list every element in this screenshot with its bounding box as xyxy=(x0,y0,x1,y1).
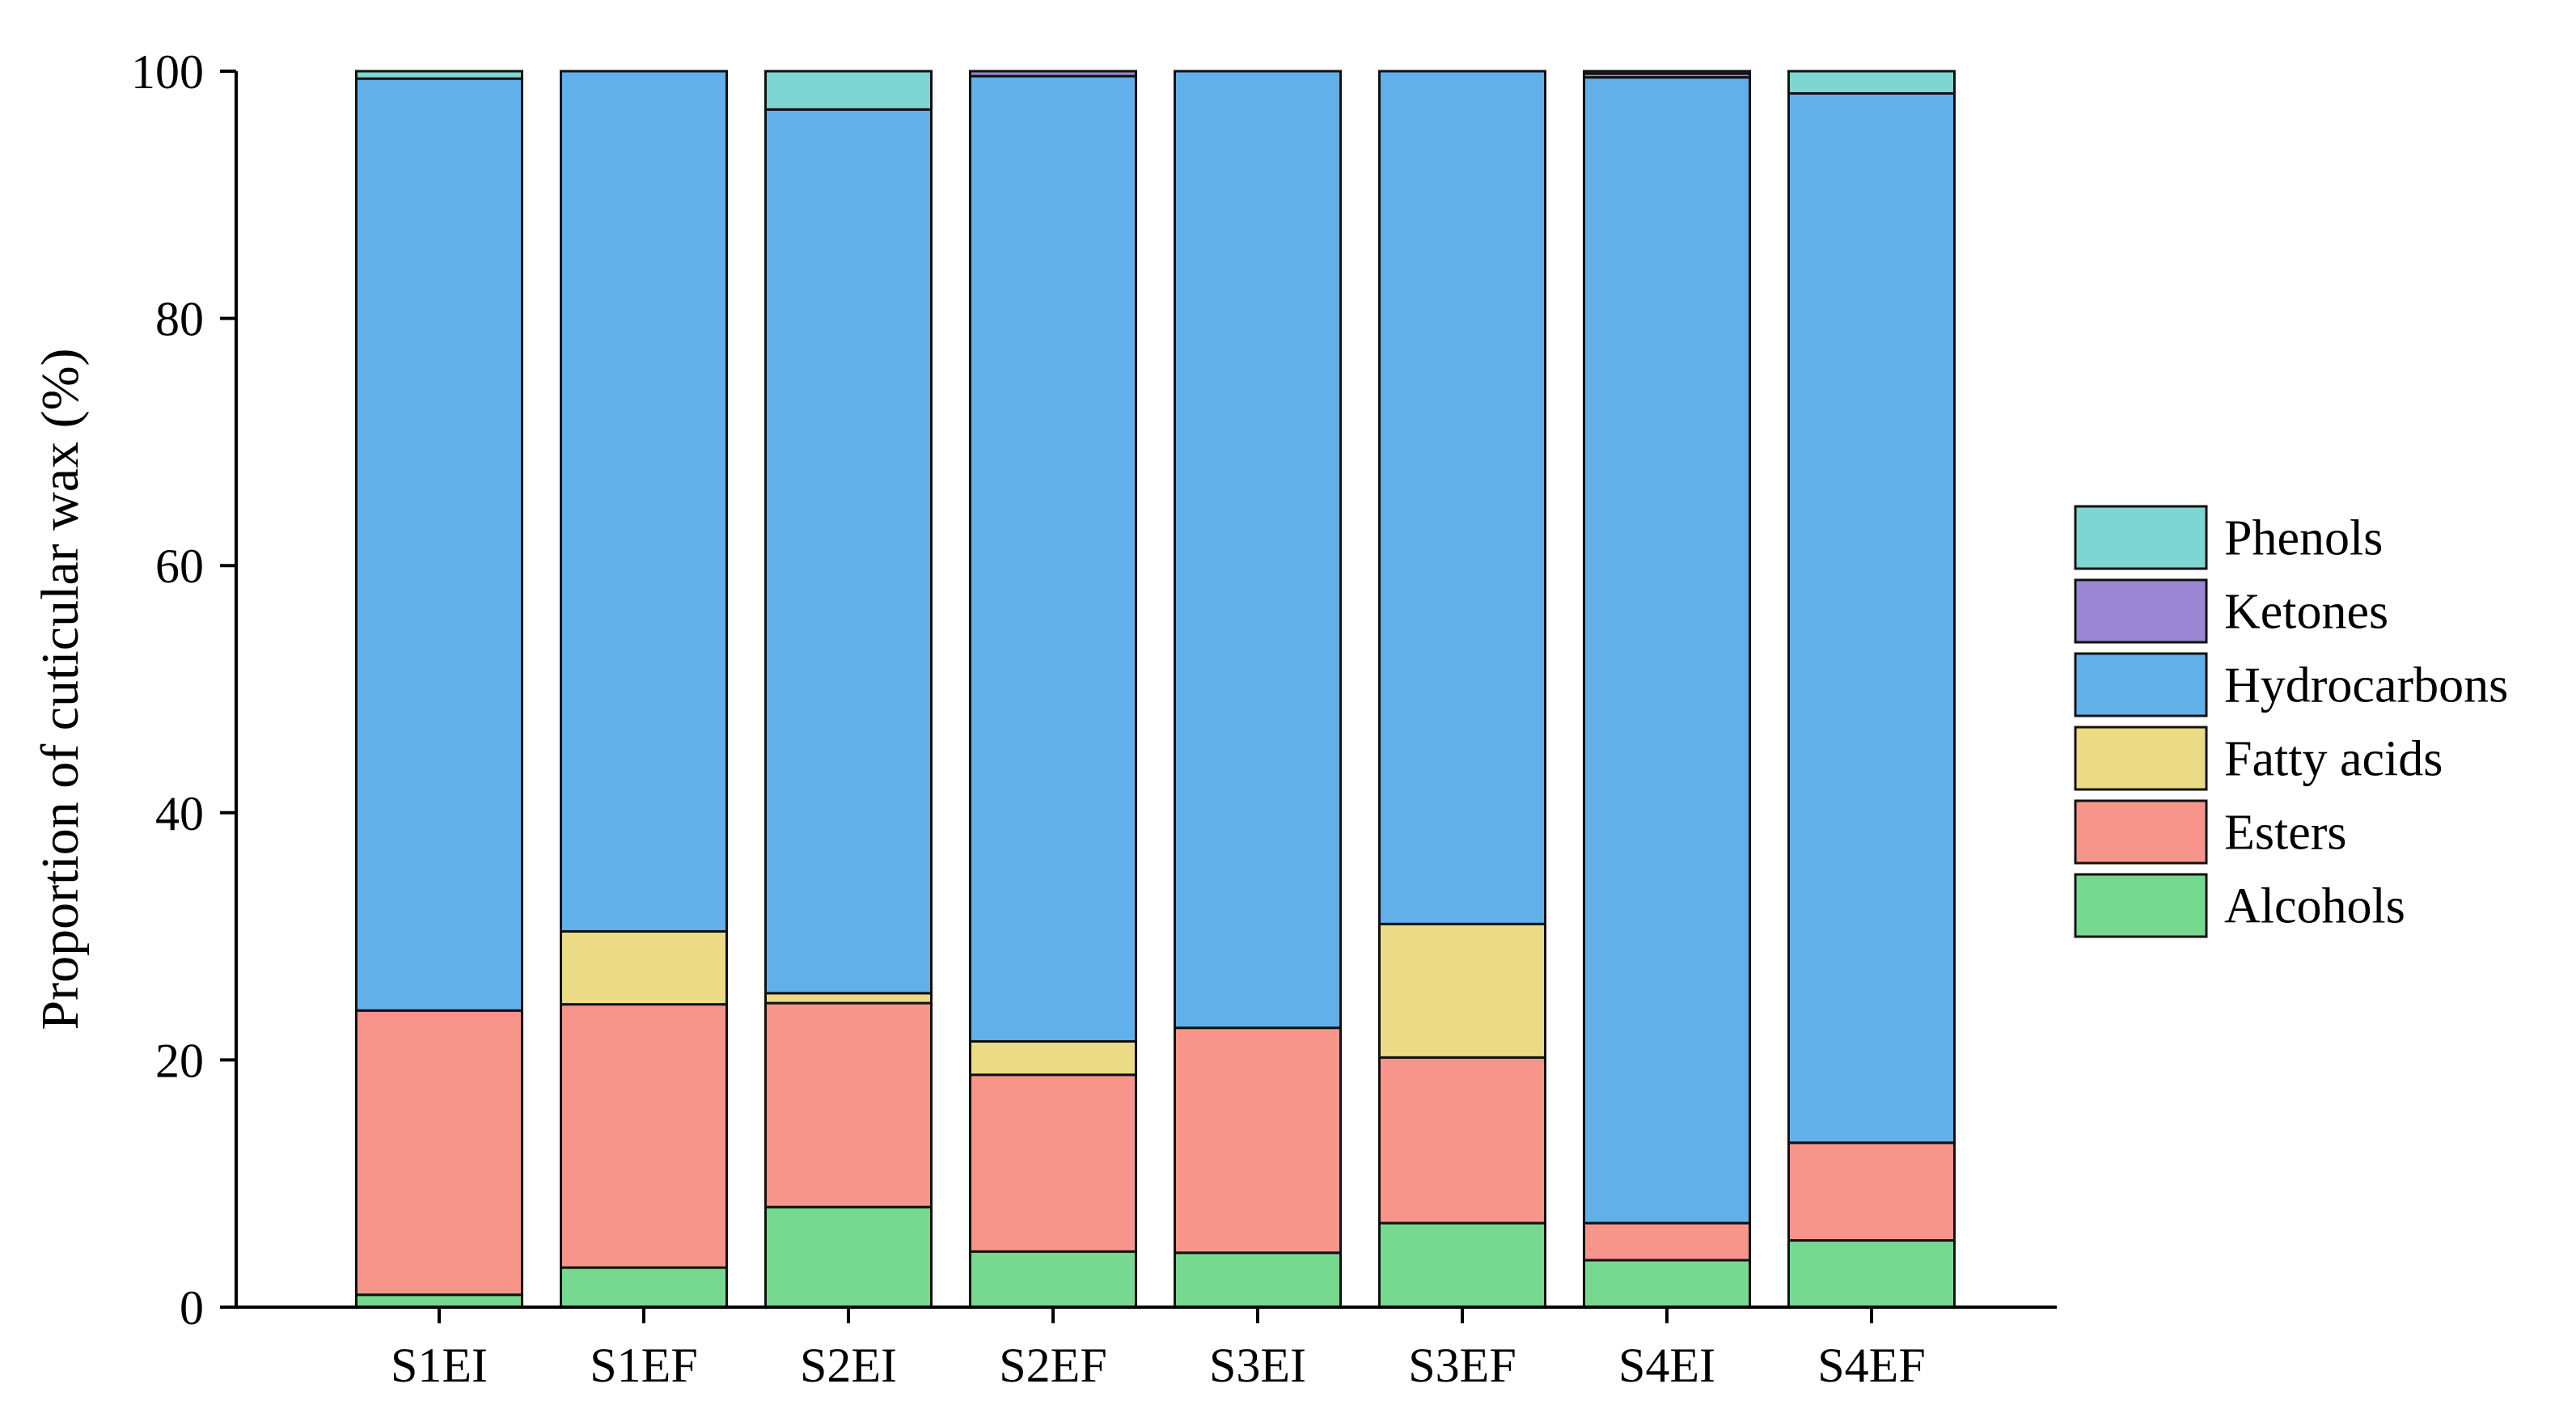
bar-segment-s2ef-alcohols xyxy=(969,1250,1137,1309)
y-tick-label: 100 xyxy=(131,45,204,99)
x-tick-label: S4EI xyxy=(1618,1339,1715,1392)
x-tick-label: S1EF xyxy=(590,1339,697,1392)
x-axis-ticks: S1EI S1EF S2EI S2EF S3EI S3EF S4EI S4EF xyxy=(391,1307,1926,1392)
bar-segment-s2ef-hydrocarbons xyxy=(969,74,1137,1043)
y-axis-title: Proportion of cuticular wax (%) xyxy=(31,348,90,1030)
x-tick-label: S4EF xyxy=(1817,1339,1925,1392)
bar-segment-s3ei-esters xyxy=(1174,1026,1342,1255)
bar-segment-s3ef-esters xyxy=(1378,1056,1546,1225)
bar-segment-s4ei-hydrocarbons xyxy=(1583,76,1751,1225)
y-tick-label: 60 xyxy=(155,540,204,593)
axes-layer xyxy=(235,71,2057,1309)
bar-segment-s2ef-ketones xyxy=(969,70,1137,78)
bar-segment-s1ef-alcohols xyxy=(560,1266,728,1309)
y-tick-label: 40 xyxy=(155,787,204,840)
y-tick-label: 80 xyxy=(155,293,204,346)
legend-swatch-ketones xyxy=(2074,578,2208,644)
bar-segment-s2ei-alcohols xyxy=(764,1205,933,1309)
bar-segment-s4ef-alcohols xyxy=(1787,1238,1956,1309)
legend-label-alcohols: Alcohols xyxy=(2224,879,2405,934)
bar-segment-s2ei-hydrocarbons xyxy=(764,108,933,995)
bar-segment-s3ei-hydrocarbons xyxy=(1174,70,1342,1030)
bar-segment-s4ei-alcohols xyxy=(1583,1259,1751,1309)
bar-segment-s2ei-esters xyxy=(764,1001,933,1208)
legend-swatch-hydrocarbons xyxy=(2074,652,2208,717)
bar-segment-s4ei-phenols xyxy=(1583,70,1751,75)
bar-segment-s1ei-phenols xyxy=(355,70,523,80)
bar-segment-s4ef-phenols xyxy=(1787,70,1956,95)
bars-layer xyxy=(355,70,1956,1309)
bar-segment-s1ei-alcohols xyxy=(355,1293,523,1309)
bar-segment-s3ef-hydrocarbons xyxy=(1378,70,1546,925)
bar-segment-s3ef-fatty-acids xyxy=(1378,922,1546,1059)
bar-segment-s2ef-fatty-acids xyxy=(969,1039,1137,1077)
bar-segment-s1ef-esters xyxy=(560,1003,728,1269)
legend-swatch-alcohols xyxy=(2074,873,2208,938)
legend-label-hydrocarbons: Hydrocarbons xyxy=(2224,658,2508,713)
bar-segment-s2ei-fatty-acids xyxy=(764,992,933,1005)
bar-segment-s3ei-alcohols xyxy=(1174,1251,1342,1309)
legend-label-fatty-acids: Fatty acids xyxy=(2224,732,2443,787)
bar-segment-s3ef-alcohols xyxy=(1378,1221,1546,1309)
bar-segment-s2ef-esters xyxy=(969,1073,1137,1253)
legend-label-phenols: Phenols xyxy=(2224,511,2383,566)
y-axis-ticks: 0 20 40 60 80 100 xyxy=(131,45,236,1335)
bar-segment-s1ef-fatty-acids xyxy=(560,929,728,1006)
legend-swatch-fatty-acids xyxy=(2074,726,2208,791)
bar-segment-s1ef-hydrocarbons xyxy=(560,70,728,933)
legend-label-esters: Esters xyxy=(2224,806,2347,861)
legend: Phenols Ketones Hydrocarbons Fatty acids Est… xyxy=(2074,505,2508,938)
legend-label-ketones: Ketones xyxy=(2224,585,2388,640)
x-tick-label: S3EI xyxy=(1209,1339,1306,1392)
bar-segment-s4ei-esters xyxy=(1583,1221,1751,1262)
y-tick-label: 20 xyxy=(155,1034,204,1087)
bar-segment-s1ei-esters xyxy=(355,1009,523,1297)
bar-segment-s4ef-hydrocarbons xyxy=(1787,92,1956,1145)
x-tick-label: S2EI xyxy=(800,1339,897,1392)
legend-swatch-phenols xyxy=(2074,505,2208,570)
legend-swatch-esters xyxy=(2074,799,2208,865)
x-tick-label: S3EF xyxy=(1408,1339,1516,1392)
x-tick-label: S2EF xyxy=(999,1339,1106,1392)
bar-segment-s1ei-hydrocarbons xyxy=(355,77,523,1012)
bar-segment-s2ei-phenols xyxy=(764,70,933,111)
x-tick-label: S1EI xyxy=(391,1339,488,1392)
y-tick-label: 0 xyxy=(180,1281,204,1335)
bar-segment-s4ef-esters xyxy=(1787,1141,1956,1242)
